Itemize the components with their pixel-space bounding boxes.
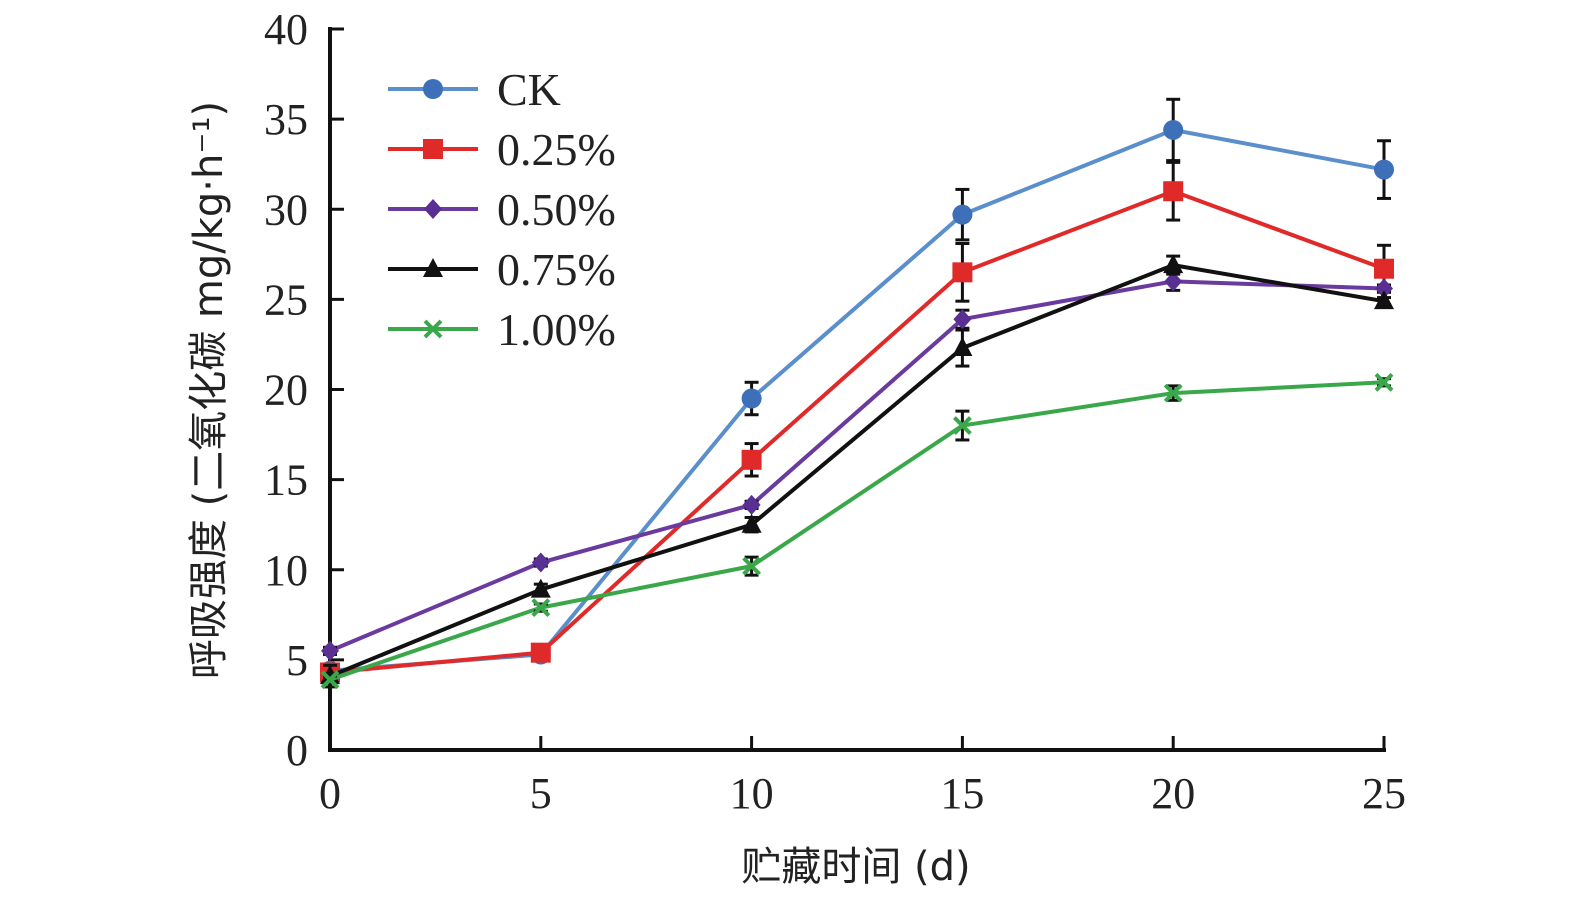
x-marker-stroke <box>1374 372 1394 392</box>
y-tick-label: 25 <box>264 275 308 324</box>
legend-item: 0.50% <box>388 184 616 235</box>
y-tick-label: 5 <box>286 636 308 685</box>
x-tick-label: 5 <box>530 769 552 818</box>
data-point <box>530 642 551 663</box>
y-tick-label: 35 <box>264 95 308 144</box>
legend-marker <box>423 79 443 99</box>
legend: CK 0.25% 0.50% 0.75% 1.00% <box>388 64 616 355</box>
data-point <box>952 337 973 357</box>
series-0_75pct <box>320 254 1394 689</box>
legend-label: 0.25% <box>497 124 616 175</box>
series-layer <box>320 97 1394 690</box>
data-point <box>530 578 551 598</box>
data-point <box>321 640 339 661</box>
data-point <box>531 598 551 618</box>
x-tick-label: 15 <box>940 769 984 818</box>
series-line-0_50pct <box>329 279 1385 653</box>
x-tick-label: 25 <box>1362 769 1406 818</box>
axes: 0 5 10 15 20 25 30 35 40 0 5 10 15 20 25 <box>264 5 1406 818</box>
data-point <box>1375 278 1393 299</box>
legend-item: 0.25% <box>388 124 616 175</box>
data-point <box>1374 290 1394 310</box>
legend-label: CK <box>497 64 561 115</box>
x-axis-title: 贮藏时间 (d) <box>741 844 970 890</box>
series-0_25pct <box>320 160 1394 683</box>
data-point <box>1164 271 1183 292</box>
data-point <box>1163 181 1184 202</box>
data-point <box>742 556 762 576</box>
x-marker-stroke <box>952 416 972 435</box>
legend-marker <box>423 139 443 159</box>
x-marker-stroke <box>742 556 762 576</box>
series-line-0_25pct <box>329 189 1385 675</box>
data-point <box>320 670 340 690</box>
data-point <box>1163 254 1184 274</box>
data-point <box>741 449 762 470</box>
legend-item: 0.75% <box>388 244 616 295</box>
y-tick-label: 40 <box>264 5 308 54</box>
y-tick-label: 10 <box>264 546 308 595</box>
y-tick-label: 0 <box>286 726 308 775</box>
series-line-0_75pct <box>329 263 1385 678</box>
y-axis-title: 呼吸强度 (二氧化碳 mg/kg·h⁻¹) <box>186 101 232 679</box>
y-tick-label: 15 <box>264 456 308 505</box>
x-tick-label: 0 <box>319 769 341 818</box>
data-point <box>531 552 550 573</box>
x-marker-stroke <box>1163 383 1183 403</box>
data-point <box>952 204 973 225</box>
x-marker-stroke <box>531 598 551 618</box>
series-0_50pct <box>321 270 1393 661</box>
data-point <box>953 309 972 330</box>
legend-label: 1.00% <box>497 304 616 355</box>
x-marker-stroke <box>320 670 340 690</box>
data-point <box>741 513 762 533</box>
x-marker-stroke <box>423 319 443 339</box>
data-point <box>741 388 762 409</box>
x-tick-label: 10 <box>730 769 774 818</box>
x-tick-label: 20 <box>1151 769 1195 818</box>
data-point <box>1374 258 1394 279</box>
data-point <box>1163 119 1184 140</box>
series-1_00pct <box>320 372 1394 690</box>
data-point <box>742 494 761 515</box>
data-point <box>1163 383 1183 403</box>
legend-marker <box>423 319 443 339</box>
data-point <box>952 416 972 435</box>
series-line-1_00pct <box>329 380 1385 682</box>
data-point <box>1374 372 1394 392</box>
y-tick-label: 20 <box>264 366 308 415</box>
legend-item: CK <box>388 64 561 115</box>
data-point <box>952 262 973 283</box>
legend-marker <box>424 199 442 219</box>
legend-item: 1.00% <box>388 304 616 355</box>
legend-label: 0.50% <box>497 184 616 235</box>
y-tick-label: 30 <box>264 185 308 234</box>
data-point <box>1374 159 1394 180</box>
legend-label: 0.75% <box>497 244 616 295</box>
legend-marker <box>423 258 443 277</box>
